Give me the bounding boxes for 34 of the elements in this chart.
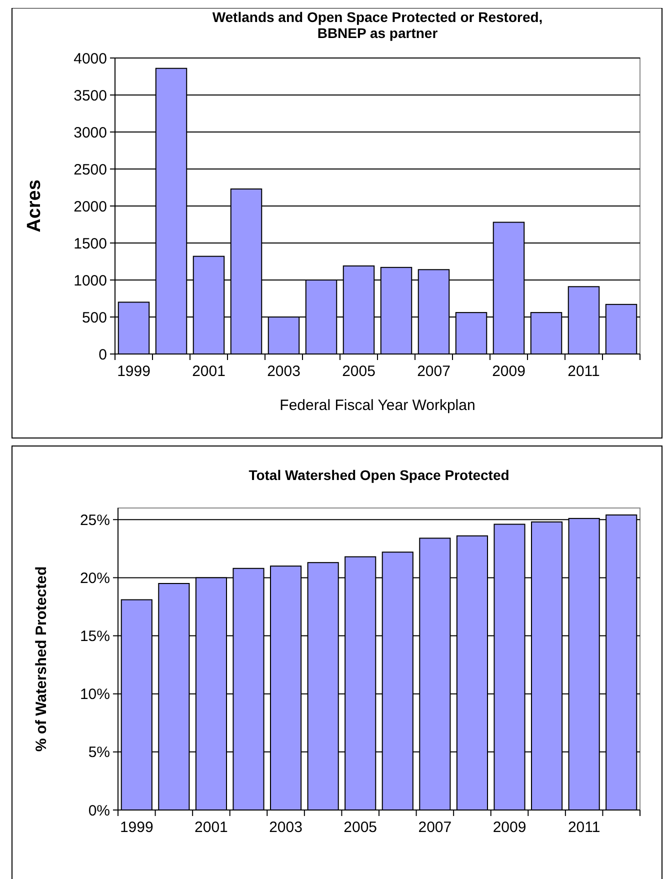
x-tick-label: 2005 [344, 819, 378, 836]
y-tick-label: 1500 [74, 235, 107, 252]
y-tick-label: 4000 [74, 50, 107, 68]
x-tick-label: 2011 [568, 819, 600, 836]
x-tick-label: 2009 [492, 819, 526, 836]
y-tick-label: 25% [80, 512, 110, 529]
x-tick-label: 2007 [418, 819, 452, 836]
x-axis-title: Federal Fiscal Year Workplan [280, 397, 476, 414]
y-tick-label: 1000 [74, 272, 107, 290]
x-tick-label: 2003 [269, 819, 302, 836]
y-tick-label: 0% [88, 802, 110, 820]
x-tick-label: 2011 [568, 363, 600, 380]
x-tick-label: 1999 [120, 819, 154, 836]
y-tick-label: 500 [82, 309, 107, 326]
y-tick-label: 15% [80, 628, 110, 646]
x-tick-label: 2001 [194, 819, 228, 836]
x-tick-label: 2003 [267, 363, 300, 380]
y-tick-label: 20% [80, 570, 110, 587]
y-tick-label: 0 [98, 346, 107, 364]
chart-title: Wetlands and Open Space Protected or Restored, BBNEP as partner [212, 9, 543, 41]
chart-title: Total Watershed Open Space Protected [248, 467, 510, 483]
y-axis-title: Acres [24, 180, 45, 232]
y-axis-title: % of Watershed Protected [33, 566, 50, 752]
y-tick-label: 3000 [74, 124, 107, 142]
x-tick-label: 2005 [342, 363, 376, 380]
y-tick-label: 10% [80, 686, 110, 704]
y-tick-label: 2000 [74, 198, 107, 216]
x-tick-label: 1999 [117, 363, 150, 380]
x-tick-label: 2009 [492, 363, 526, 380]
x-tick-label: 2001 [192, 363, 226, 380]
y-tick-label: 2500 [74, 161, 107, 178]
y-tick-label: 3500 [74, 87, 107, 104]
y-tick-label: 5% [88, 744, 110, 762]
x-tick-label: 2007 [417, 363, 450, 380]
